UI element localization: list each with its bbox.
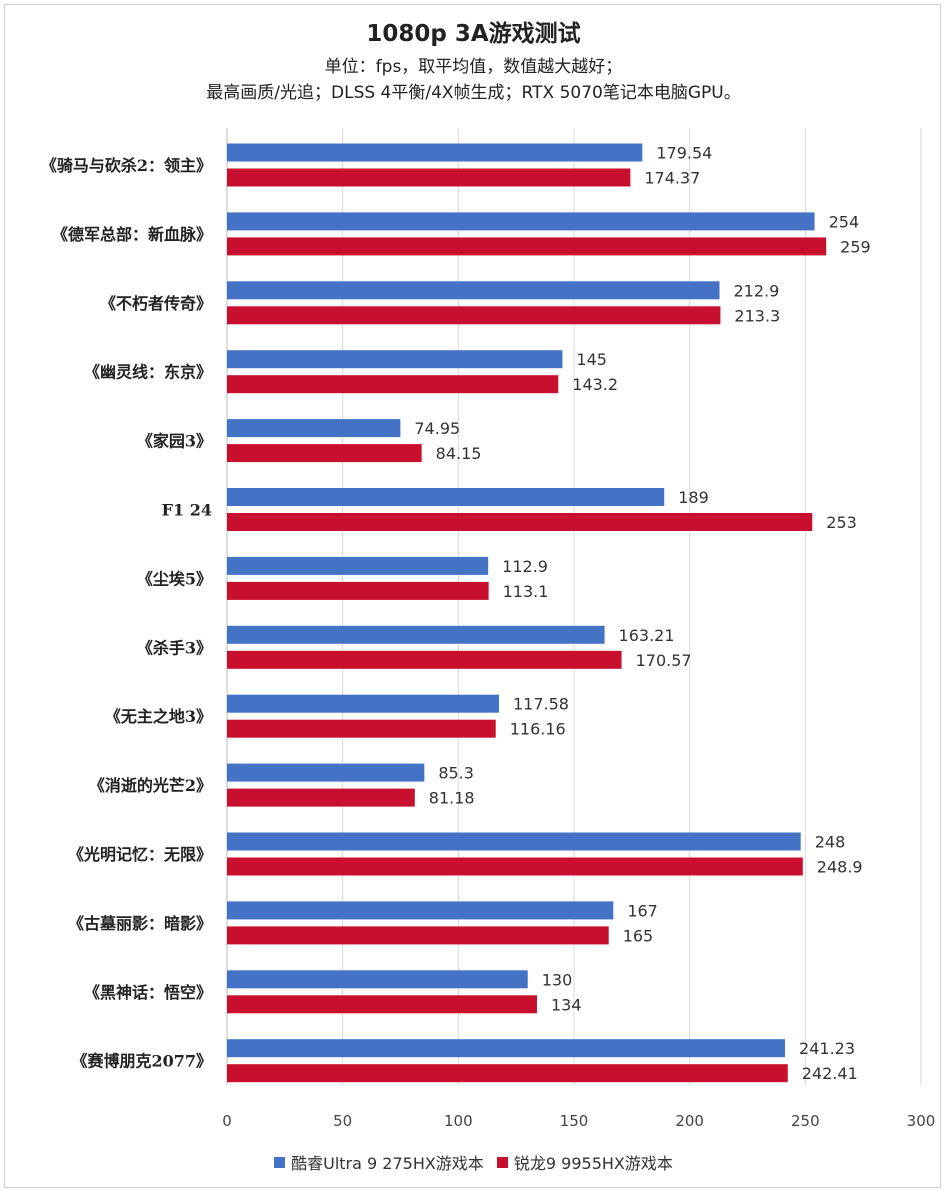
bar-series-2 xyxy=(227,306,721,325)
bar-series-2 xyxy=(227,513,813,531)
data-label-series-1: 167 xyxy=(627,901,658,920)
x-tick-label: 100 xyxy=(444,1112,473,1130)
bar-series-2 xyxy=(227,926,609,945)
chart-legend: 酷睿Ultra 9 275HX游戏本 锐龙9 9955HX游戏本 xyxy=(0,1150,947,1174)
category-label: 《古墓丽影：暗影》 xyxy=(68,914,212,933)
data-label-series-1: 189 xyxy=(678,488,709,507)
data-label-series-1: 254 xyxy=(829,212,860,231)
data-label-series-1: 212.9 xyxy=(734,281,780,300)
x-tick-label: 300 xyxy=(907,1112,936,1130)
legend-swatch-series-2 xyxy=(496,1156,508,1168)
category-label: 《无主之地3》 xyxy=(105,707,212,726)
data-label-series-2: 81.18 xyxy=(429,789,475,808)
data-label-series-2: 242.41 xyxy=(802,1064,858,1083)
bar-series-2 xyxy=(227,1064,788,1083)
data-label-series-1: 145 xyxy=(576,350,607,369)
bar-series-2 xyxy=(227,650,622,669)
data-label-series-2: 248.9 xyxy=(817,858,863,877)
bar-series-1 xyxy=(227,212,815,231)
data-label-series-1: 163.21 xyxy=(619,626,675,645)
bar-series-1 xyxy=(227,488,665,506)
legend-label-series-1: 酷睿Ultra 9 275HX游戏本 xyxy=(291,1154,484,1173)
data-label-series-2: 84.15 xyxy=(436,444,482,463)
data-label-series-1: 85.3 xyxy=(438,764,474,783)
bar-series-1 xyxy=(227,901,614,920)
chart-title: 1080p 3A游戏测试 xyxy=(366,21,581,47)
data-label-series-2: 143.2 xyxy=(572,375,618,394)
bar-series-2 xyxy=(227,719,496,738)
legend-item-series-2: 锐龙9 9955HX游戏本 xyxy=(496,1150,673,1174)
data-label-series-1: 179.54 xyxy=(656,144,712,163)
bar-series-1 xyxy=(227,143,643,162)
bar-series-1 xyxy=(227,556,489,575)
category-label: 《德军总部：新血脉》 xyxy=(52,225,212,244)
data-label-series-2: 174.37 xyxy=(644,169,700,188)
category-label: 《赛博朋克2077》 xyxy=(71,1052,212,1071)
bar-series-2 xyxy=(227,168,631,187)
bar-series-2 xyxy=(227,237,827,256)
bar-series-2 xyxy=(227,581,489,600)
x-tick-label: 150 xyxy=(560,1112,589,1130)
data-label-series-2: 213.3 xyxy=(734,306,780,325)
x-tick-label: 50 xyxy=(333,1112,352,1130)
data-label-series-1: 241.23 xyxy=(799,1039,855,1058)
category-label: 《不朽者传奇》 xyxy=(100,294,212,313)
bar-series-1 xyxy=(227,1039,786,1058)
data-label-series-2: 259 xyxy=(840,237,871,256)
data-label-series-2: 165 xyxy=(623,926,654,945)
category-label: 《光明记忆：无限》 xyxy=(68,845,212,864)
category-label: 《黑神话：悟空》 xyxy=(84,983,212,1002)
x-tick-label: 0 xyxy=(222,1112,232,1130)
legend-label-series-2: 锐龙9 9955HX游戏本 xyxy=(513,1154,673,1173)
bar-series-1 xyxy=(227,763,425,782)
bar-series-2 xyxy=(227,995,537,1014)
chart-subtitle-line-2: 最高画质/光追；DLSS 4平衡/4X帧生成；RTX 5070笔记本电脑GPU。 xyxy=(206,83,741,103)
bar-series-1 xyxy=(227,694,500,713)
chart-subtitle-line-1: 单位：fps，取平均值，数值越大越好； xyxy=(324,57,623,77)
bar-series-1 xyxy=(227,281,720,300)
chart-frame xyxy=(4,4,941,1188)
bar-series-1 xyxy=(227,832,801,851)
category-label: 《家园3》 xyxy=(137,432,212,451)
data-label-series-1: 117.58 xyxy=(513,695,569,714)
data-label-series-1: 112.9 xyxy=(502,557,548,576)
category-label: 《消逝的光芒2》 xyxy=(89,776,212,795)
data-label-series-2: 113.1 xyxy=(503,582,549,601)
data-label-series-1: 248 xyxy=(815,833,846,852)
x-tick-label: 250 xyxy=(791,1112,820,1130)
bar-series-1 xyxy=(227,970,528,989)
bar-series-2 xyxy=(227,788,415,807)
data-label-series-1: 130 xyxy=(542,970,573,989)
bar-series-1 xyxy=(227,419,401,438)
category-label: 《杀手3》 xyxy=(137,638,212,657)
x-tick-label: 200 xyxy=(675,1112,704,1130)
data-label-series-2: 253 xyxy=(826,513,857,532)
bar-series-2 xyxy=(227,857,803,876)
bar-series-2 xyxy=(227,375,559,394)
bar-series-2 xyxy=(227,444,422,463)
legend-item-series-1: 酷睿Ultra 9 275HX游戏本 xyxy=(274,1150,484,1174)
data-label-series-1: 74.95 xyxy=(414,419,460,438)
category-label: 《尘埃5》 xyxy=(137,569,212,588)
category-label: 《骑马与砍杀2：领主》 xyxy=(41,156,212,175)
category-label: F1 24 xyxy=(162,501,212,520)
legend-swatch-series-1 xyxy=(274,1156,286,1168)
data-label-series-2: 116.16 xyxy=(510,720,566,739)
bar-series-1 xyxy=(227,625,605,644)
bar-series-1 xyxy=(227,350,563,369)
data-label-series-2: 170.57 xyxy=(636,651,692,670)
data-label-series-2: 134 xyxy=(551,995,582,1014)
category-label: 《幽灵线：东京》 xyxy=(84,363,212,382)
